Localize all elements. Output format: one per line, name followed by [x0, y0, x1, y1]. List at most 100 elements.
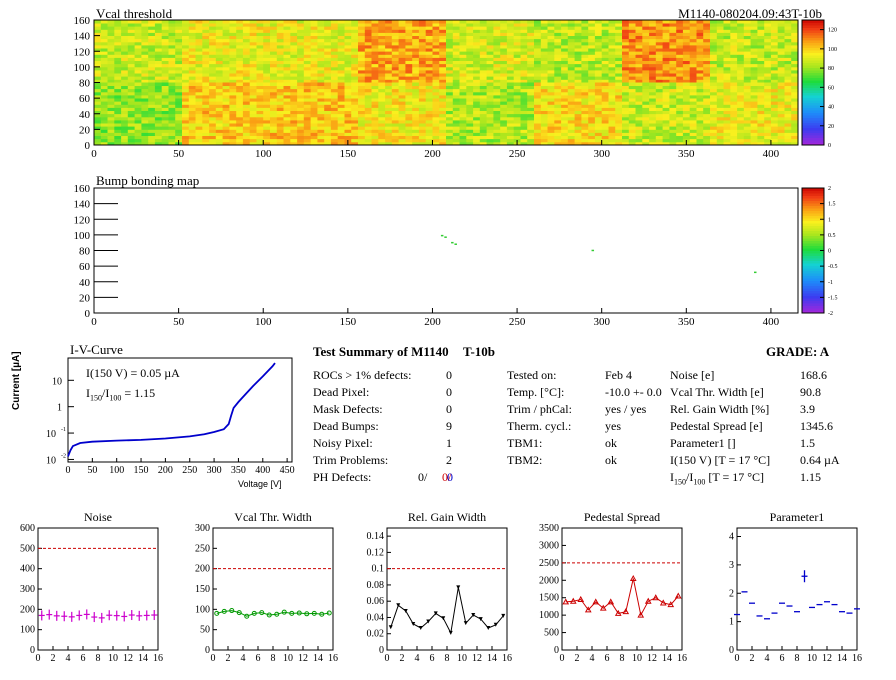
vcal-colorbar-cell	[802, 137, 824, 141]
summary-mid-row-label: TBM1:	[507, 436, 543, 450]
vcal-colorbar-cell	[802, 110, 824, 113]
plot-title: Noise	[84, 510, 112, 524]
vcal-colorbar-frame	[801, 19, 825, 146]
iv-xtick-label: 250	[182, 465, 197, 476]
bump-colorbar-cell	[802, 228, 824, 231]
summary-right-row-label: Noise [e]	[670, 368, 715, 382]
vcal-colorbar-cell	[802, 120, 824, 123]
summary-right-row-value: 168.6	[800, 368, 827, 382]
bump-ytick-label: 80	[79, 246, 91, 258]
iv-xtick-label: 400	[255, 465, 270, 476]
plot-ytick-label: 50	[200, 625, 210, 636]
vcal-xtick-label: 200	[424, 148, 441, 160]
plot-xtick-label: 8	[795, 653, 800, 664]
bump-colorbar-cell	[802, 280, 824, 284]
ph-defects-v2: 0/	[442, 470, 452, 484]
bump-colorbar-cell	[802, 260, 824, 264]
iv-ytick-label: 10	[46, 429, 56, 440]
vcal-ztick-label: 100	[828, 47, 837, 53]
vcal-colorbar-cell	[802, 52, 824, 56]
plot-xtick-label: 14	[138, 653, 148, 664]
vcal-xtick-label: 300	[593, 148, 610, 160]
iv-curve-chart: 0 50 100 150 200 250 300 350 400 450 10 1 10 -1 10 -2	[46, 357, 295, 476]
plot-point	[274, 611, 280, 617]
bump-xtick-label: 150	[340, 316, 357, 328]
plot-title: Parameter1	[770, 510, 825, 524]
vcal-map-title: Vcal threshold	[96, 6, 173, 21]
plot-ytick-label: 0	[554, 645, 559, 656]
plot-point	[471, 613, 476, 618]
iv-ylabel: Current [µA]	[11, 351, 22, 410]
summary-left-row-label: ROCs > 1% defects:	[313, 368, 412, 382]
bump-xtick-label: 250	[509, 316, 526, 328]
bump-colorbar-cell	[802, 300, 824, 304]
iv-ytick-label: 1	[57, 403, 62, 414]
vcal-colorbar-cell	[802, 125, 824, 128]
iv-xtick-label: 100	[109, 465, 124, 476]
vcal-ztick-label: 0	[828, 143, 831, 149]
vcal-colorbar-cell	[802, 97, 824, 101]
plot-series-line	[216, 610, 330, 617]
plot-ytick-label: 0.08	[367, 580, 385, 591]
vcal-xtick-label: 250	[509, 148, 526, 160]
plot-ytick-label: 3500	[539, 523, 559, 534]
plot-xtick-label: 16	[153, 653, 163, 664]
vcal-colorbar-cell	[802, 77, 824, 81]
summary-mid-row-value: Feb 4	[605, 368, 632, 382]
vcal-ytick-label: 120	[74, 46, 91, 58]
plot-xtick-label: 0	[211, 653, 216, 664]
vcal-colorbar-cell	[802, 42, 824, 46]
bump-colorbar-cell	[802, 213, 824, 216]
plot-ytick-label: 200	[20, 604, 35, 615]
bump-colorbar-cell	[802, 193, 824, 196]
plot-point	[426, 619, 431, 624]
summary-left-row-value: 0	[446, 385, 452, 399]
iv-ytick-label: 10	[46, 455, 56, 466]
bump-colorbar-cell	[802, 270, 824, 274]
grade-label: GRADE: A	[766, 344, 830, 359]
bump-defect	[451, 241, 454, 244]
plot-point	[289, 610, 295, 616]
plot-point	[674, 592, 682, 599]
bump-defect	[754, 271, 757, 274]
bump-colorbar-cell	[802, 215, 824, 219]
plot-point	[644, 597, 652, 604]
plot-point	[311, 610, 317, 616]
plot-xtick-label: 8	[620, 653, 625, 664]
vcal-ztick-label: 20	[828, 124, 834, 130]
plot-ytick-label: 1500	[539, 593, 559, 604]
plot-point	[396, 603, 401, 608]
plot-point	[281, 609, 287, 615]
plot-point	[319, 611, 325, 617]
vcal-colorbar-cell	[802, 20, 824, 23]
iv-ytick-exp: -1	[61, 427, 66, 433]
vcal-colorbar-cell	[802, 140, 824, 143]
plot-xtick-label: 8	[445, 653, 450, 664]
plot-ytick-label: 500	[20, 543, 35, 554]
bump-xtick-label: 400	[763, 316, 780, 328]
plot-ytick-label: 2500	[539, 558, 559, 569]
bump-colorbar-cell	[802, 308, 824, 311]
vcal-colorbar-cell	[802, 127, 824, 131]
vcal-colorbar-cell	[802, 25, 824, 28]
iv-annotation-current: I(150 V) = 0.05 µA	[86, 366, 180, 380]
vcal-colorbar-cell	[802, 90, 824, 93]
ph-defects-label: PH Defects:	[313, 470, 372, 484]
plot-point	[418, 626, 423, 631]
plot-xtick-label: 14	[662, 653, 672, 664]
plot-xtick-label: 16	[852, 653, 862, 664]
plot-xtick-label: 2	[226, 653, 231, 664]
bump-ztick-label: 0	[828, 249, 831, 255]
plot-ytick-label: 1000	[539, 610, 559, 621]
bump-bonding-map: 0 50 100 150 200 250 300 350 4000204060801001201…	[74, 183, 838, 328]
summary-right-row-label: Vcal Thr. Width [e]	[670, 385, 764, 399]
plot-xtick-label: 6	[256, 653, 261, 664]
vcal-colorbar-cell	[802, 115, 824, 118]
bump-colorbar-cell	[802, 233, 824, 236]
bump-colorbar-cell	[802, 190, 824, 194]
bump-ztick-label: 2	[828, 186, 831, 192]
bump-colorbar-cell	[802, 198, 824, 201]
plot-point	[478, 617, 483, 622]
plot-xtick-label: 12	[822, 653, 832, 664]
